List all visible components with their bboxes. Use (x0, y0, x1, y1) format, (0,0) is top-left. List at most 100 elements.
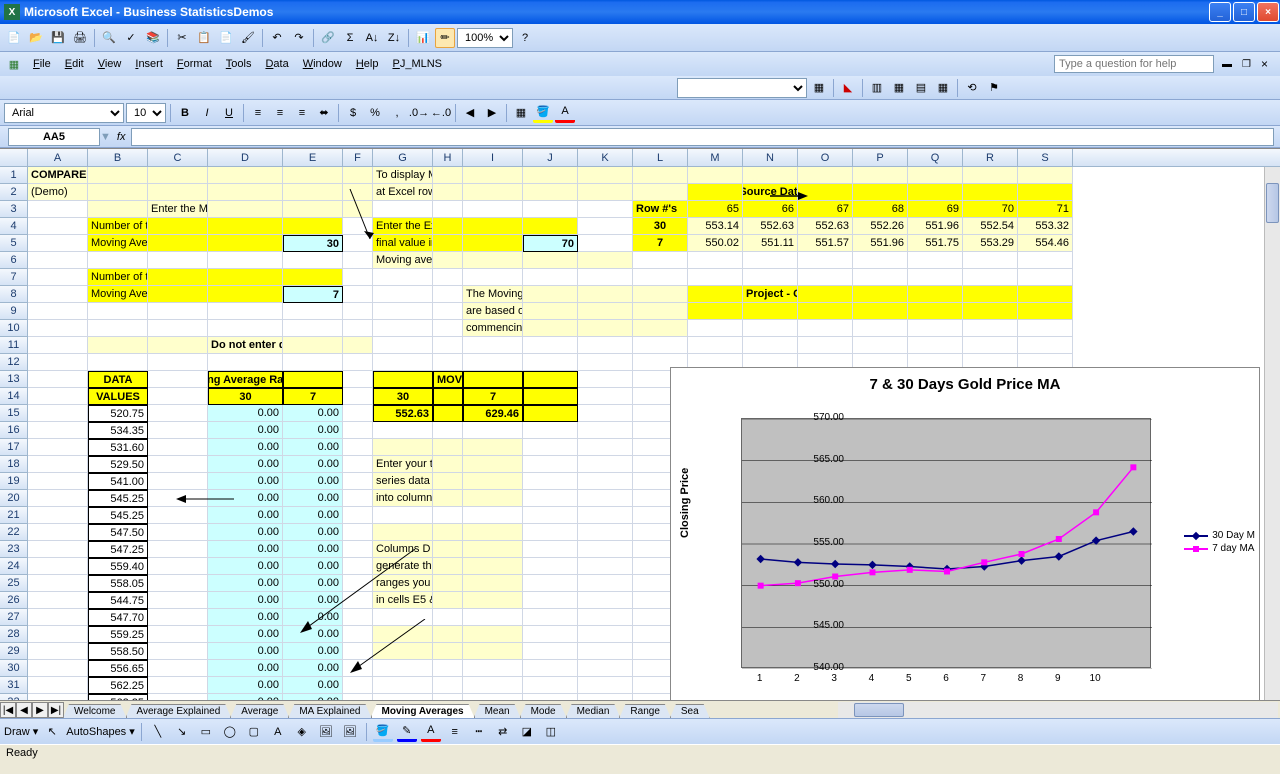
cell-F4[interactable] (343, 218, 373, 235)
increase-indent-button[interactable]: ▶ (482, 103, 502, 123)
cell-A29[interactable] (28, 643, 88, 660)
cell-I15[interactable]: 629.46 (463, 405, 523, 422)
cell-A11[interactable] (28, 337, 88, 354)
cell-B24[interactable]: 559.40 (88, 558, 148, 575)
picture-icon[interactable]: 🖼 (340, 722, 360, 742)
cell-E23[interactable]: 0.00 (283, 541, 343, 558)
col-header-B[interactable]: B (88, 149, 148, 166)
cell-I26[interactable] (463, 592, 523, 609)
cell-N1[interactable] (743, 167, 798, 184)
cell-N7[interactable] (743, 269, 798, 286)
cell-P5[interactable]: 551.96 (853, 235, 908, 252)
row-header-10[interactable]: 10 (0, 320, 28, 337)
select-all-corner[interactable] (0, 149, 28, 166)
cell-H20[interactable] (433, 490, 463, 507)
cell-B28[interactable]: 559.25 (88, 626, 148, 643)
cell-G30[interactable] (373, 660, 433, 677)
cell-A2[interactable]: (Demo) (28, 184, 88, 201)
cell-E12[interactable] (283, 354, 343, 371)
cell-D10[interactable] (208, 320, 283, 337)
cell-B17[interactable]: 531.60 (88, 439, 148, 456)
row-header-11[interactable]: 11 (0, 337, 28, 354)
col-header-R[interactable]: R (963, 149, 1018, 166)
cell-C30[interactable] (148, 660, 208, 677)
cell-G23[interactable]: Columns D & E (373, 541, 433, 558)
cell-I9[interactable]: are based on 30 & 7 day averages (463, 303, 523, 320)
row-header-27[interactable]: 27 (0, 609, 28, 626)
cell-E22[interactable]: 0.00 (283, 524, 343, 541)
font-color-button[interactable]: A (555, 103, 575, 123)
cell-L6[interactable] (633, 252, 688, 269)
cell-G8[interactable] (373, 286, 433, 303)
cell-E7[interactable] (283, 269, 343, 286)
cell-D17[interactable]: 0.00 (208, 439, 283, 456)
cell-J13[interactable] (523, 371, 578, 388)
row-header-30[interactable]: 30 (0, 660, 28, 677)
cell-E13[interactable] (283, 371, 343, 388)
autosum-icon[interactable]: Σ (340, 28, 360, 48)
cell-A24[interactable] (28, 558, 88, 575)
cell-B29[interactable]: 558.50 (88, 643, 148, 660)
cell-D27[interactable]: 0.00 (208, 609, 283, 626)
cell-C12[interactable] (148, 354, 208, 371)
cell-K8[interactable] (578, 286, 633, 303)
cell-C7[interactable] (148, 269, 208, 286)
cell-H14[interactable] (433, 388, 463, 405)
tb-icon-2[interactable]: ◣ (838, 78, 858, 98)
cell-F27[interactable] (343, 609, 373, 626)
cell-J12[interactable] (523, 354, 578, 371)
cell-D28[interactable]: 0.00 (208, 626, 283, 643)
cell-H18[interactable] (433, 456, 463, 473)
cell-H22[interactable] (433, 524, 463, 541)
cell-A27[interactable] (28, 609, 88, 626)
cell-G25[interactable]: ranges you specify (373, 575, 433, 592)
cell-D22[interactable]: 0.00 (208, 524, 283, 541)
worksheet-grid[interactable]: ABCDEFGHIJKLMNOPQRS 1COMPARE MOVING AVER… (0, 148, 1280, 700)
cell-L5[interactable]: 7 (633, 235, 688, 252)
cell-I24[interactable] (463, 558, 523, 575)
cell-A23[interactable] (28, 541, 88, 558)
align-left-button[interactable]: ≡ (248, 103, 268, 123)
cell-D21[interactable]: 0.00 (208, 507, 283, 524)
row-header-23[interactable]: 23 (0, 541, 28, 558)
cell-B13[interactable]: DATA (88, 371, 148, 388)
cell-L7[interactable] (633, 269, 688, 286)
cell-I18[interactable] (463, 456, 523, 473)
wordart-icon[interactable]: A (268, 722, 288, 742)
cell-C13[interactable] (148, 371, 208, 388)
cell-E6[interactable] (283, 252, 343, 269)
cell-D25[interactable]: 0.00 (208, 575, 283, 592)
cell-L2[interactable] (633, 184, 688, 201)
fill-color-icon[interactable]: 🪣 (373, 722, 393, 742)
cell-H12[interactable] (433, 354, 463, 371)
cell-G20[interactable]: into column B. (373, 490, 433, 507)
cell-G12[interactable] (373, 354, 433, 371)
cell-A31[interactable] (28, 677, 88, 694)
cell-J24[interactable] (523, 558, 578, 575)
rectangle-icon[interactable]: ▭ (196, 722, 216, 742)
cell-I22[interactable] (463, 524, 523, 541)
cell-F8[interactable] (343, 286, 373, 303)
cell-E26[interactable]: 0.00 (283, 592, 343, 609)
cell-B16[interactable]: 534.35 (88, 422, 148, 439)
cell-E9[interactable] (283, 303, 343, 320)
cell-P10[interactable] (853, 320, 908, 337)
cell-I8[interactable]: The Moving Averages in this demo (463, 286, 523, 303)
line-icon[interactable]: ╲ (148, 722, 168, 742)
cell-S6[interactable] (1018, 252, 1073, 269)
cell-D15[interactable]: 0.00 (208, 405, 283, 422)
cell-G17[interactable] (373, 439, 433, 456)
col-header-Q[interactable]: Q (908, 149, 963, 166)
cell-E16[interactable]: 0.00 (283, 422, 343, 439)
cell-K23[interactable] (578, 541, 633, 558)
tb-icon-7[interactable]: ⟲ (962, 78, 982, 98)
cell-R3[interactable]: 70 (963, 201, 1018, 218)
cell-F26[interactable] (343, 592, 373, 609)
cell-A30[interactable] (28, 660, 88, 677)
cell-K21[interactable] (578, 507, 633, 524)
tab-next-button[interactable]: ▶ (32, 702, 48, 718)
cell-K4[interactable] (578, 218, 633, 235)
cell-C11[interactable] (148, 337, 208, 354)
cell-P11[interactable] (853, 337, 908, 354)
row-header-8[interactable]: 8 (0, 286, 28, 303)
